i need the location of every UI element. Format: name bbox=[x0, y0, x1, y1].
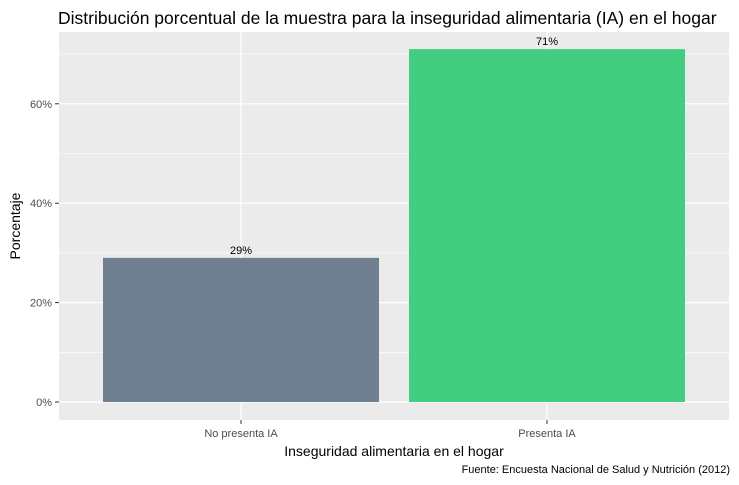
chart-title: Distribución porcentual de la muestra pa… bbox=[58, 8, 717, 28]
bar-no-presenta-ia bbox=[103, 257, 379, 402]
y-tick-label: 40% bbox=[30, 198, 52, 210]
y-tick-label: 0% bbox=[36, 397, 52, 409]
data-labels: 29% 71% bbox=[230, 36, 558, 257]
bar-presenta-ia bbox=[409, 49, 685, 402]
y-axis-title: Porcentaje bbox=[7, 192, 23, 259]
x-axis-ticks: No presenta IA Presenta IA bbox=[204, 420, 576, 440]
bars bbox=[103, 49, 685, 402]
y-tick-label: 20% bbox=[30, 298, 52, 310]
y-tick-label: 60% bbox=[30, 99, 52, 111]
data-label: 29% bbox=[230, 245, 252, 257]
chart-caption: Fuente: Encuesta Nacional de Salud y Nut… bbox=[462, 464, 730, 476]
x-tick-label: Presenta IA bbox=[518, 428, 576, 440]
x-tick-label: No presenta IA bbox=[204, 428, 278, 440]
y-axis-ticks: 0% 20% 40% 60% bbox=[30, 99, 59, 409]
data-label: 71% bbox=[536, 36, 558, 48]
x-axis-title: Inseguridad alimentaria en el hogar bbox=[284, 443, 504, 459]
